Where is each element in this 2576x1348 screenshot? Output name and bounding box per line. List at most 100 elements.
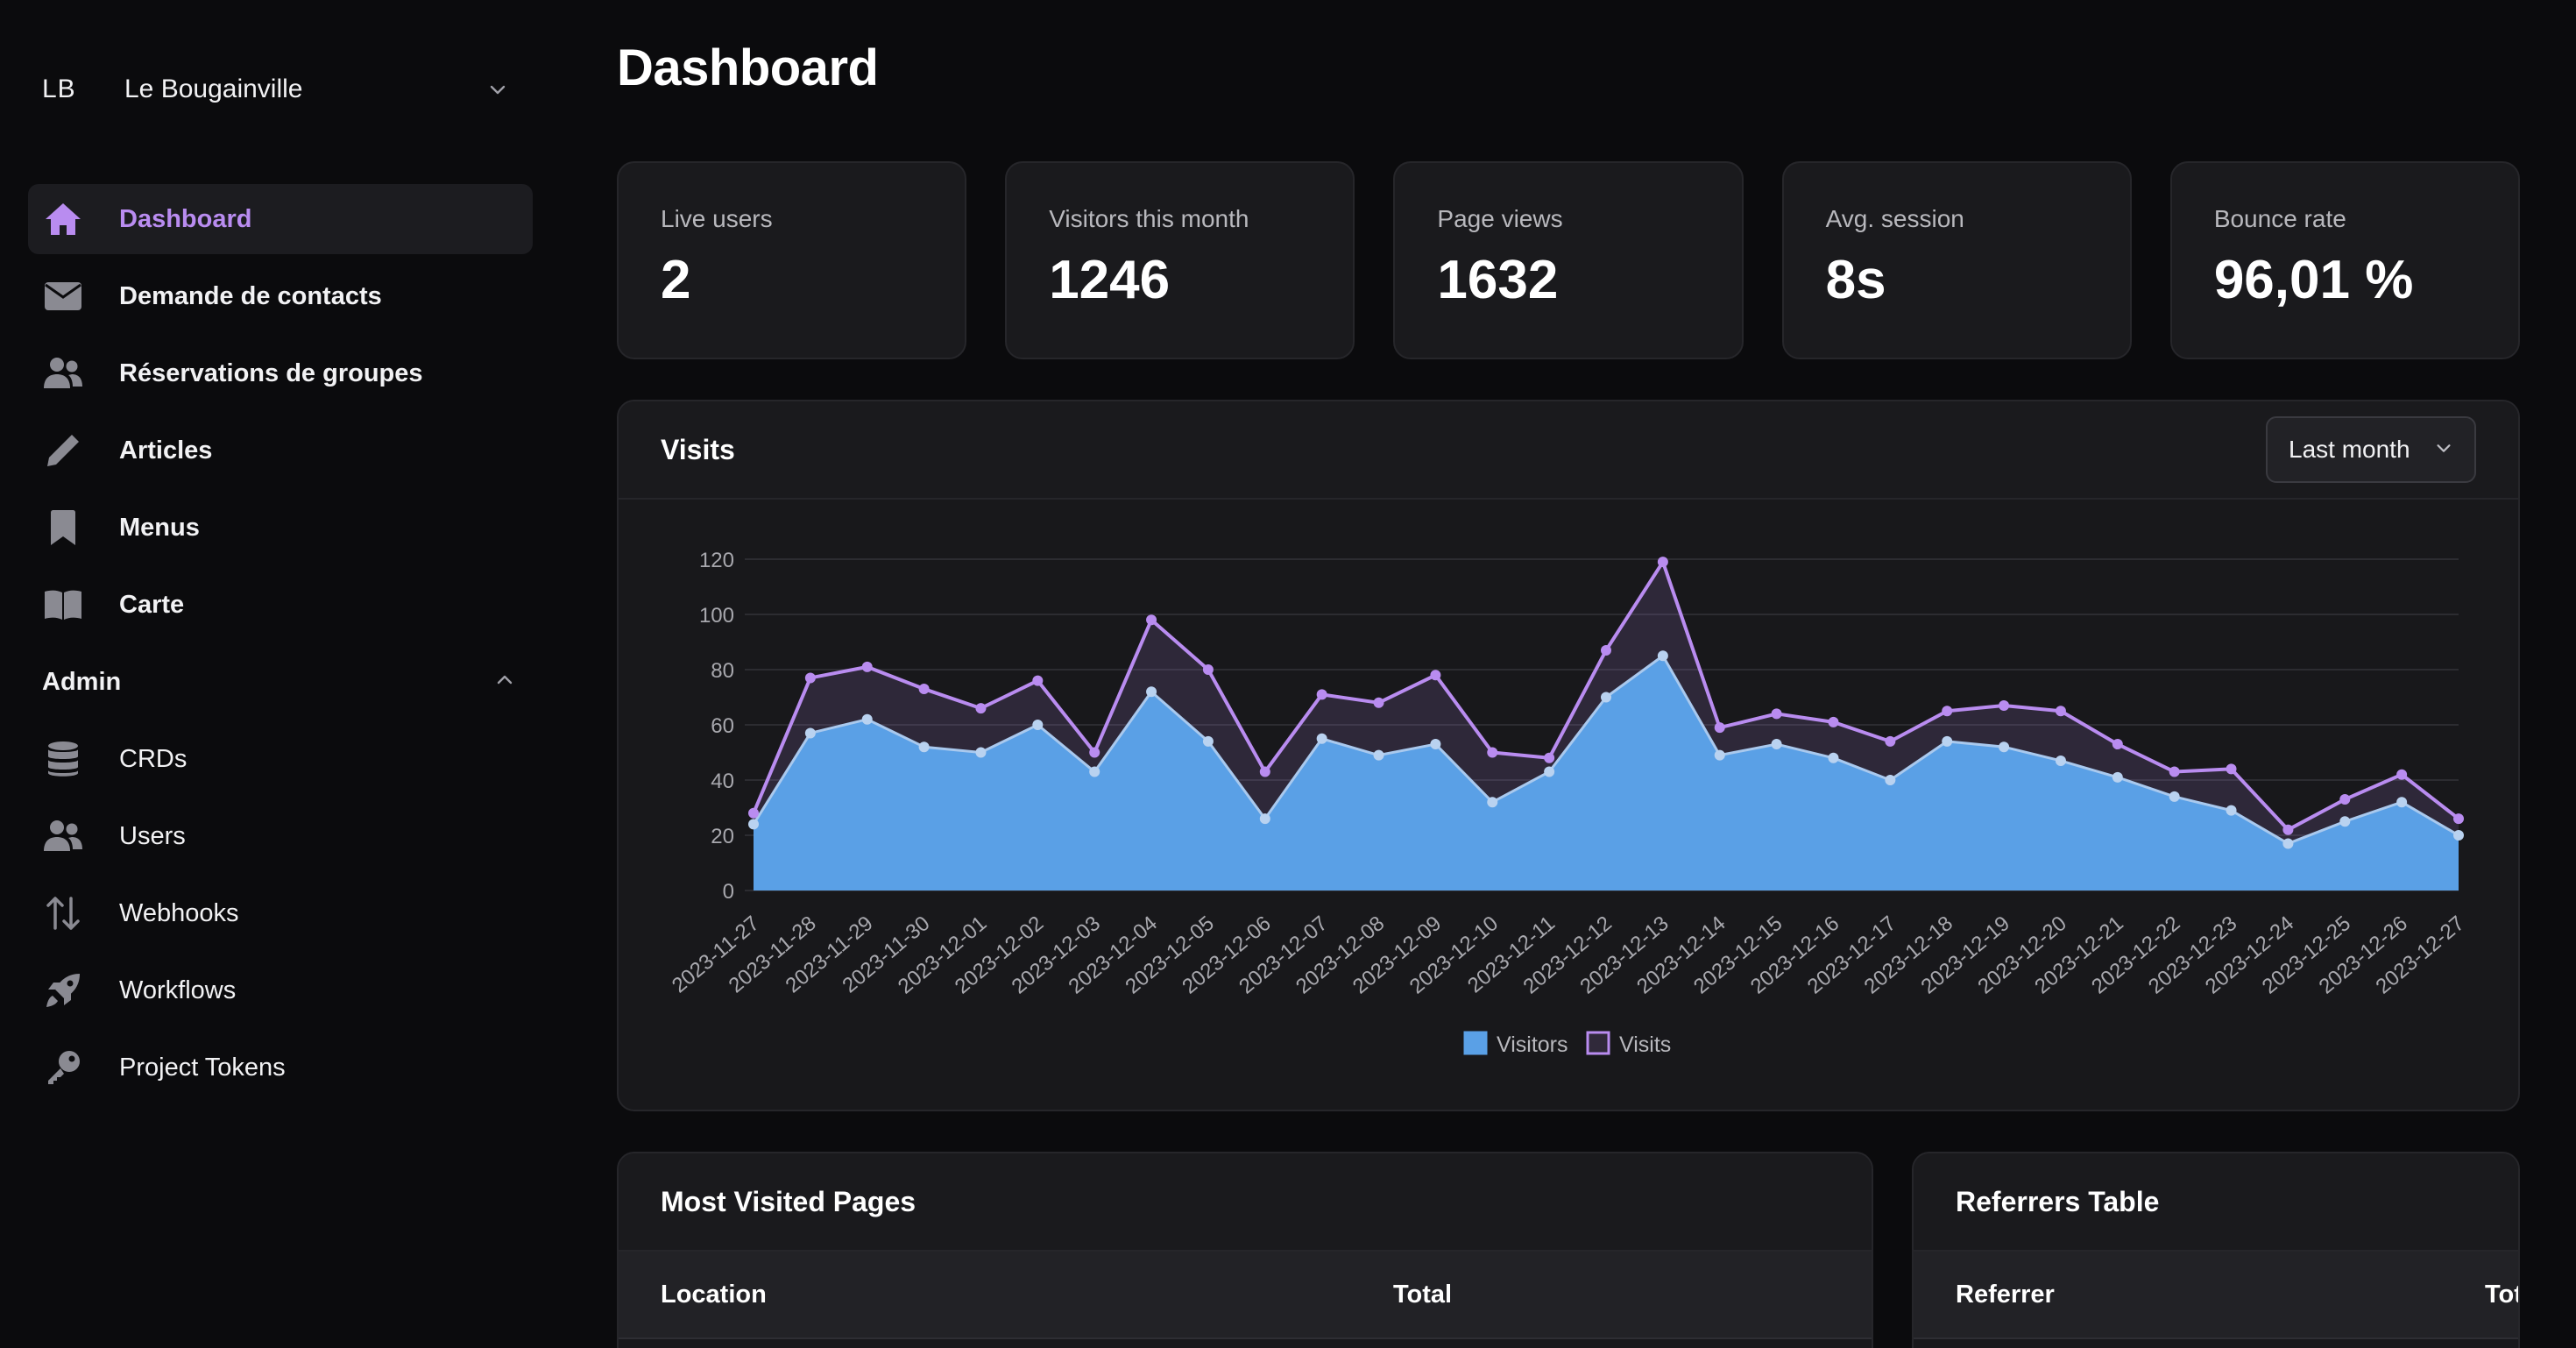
bookmark-icon: [42, 507, 84, 549]
visits-title: Visits: [661, 433, 735, 465]
visits-point: [1259, 766, 1270, 777]
page-title: Dashboard: [617, 39, 879, 96]
stat-value: 1632: [1437, 250, 1559, 310]
visitors-point: [1942, 735, 1953, 747]
workspace-switcher[interactable]: LB Le Bougainville: [42, 54, 515, 124]
sidebar-item-label: CRDs: [119, 744, 188, 773]
visitors-point: [2282, 838, 2294, 849]
sidebar-item-label: Project Tokens: [119, 1053, 286, 1082]
stat-card-bounce-rate: Bounce rate 96,01 %: [2169, 161, 2521, 359]
sidebar-item-crds[interactable]: CRDs: [28, 724, 533, 794]
visits-point: [1771, 708, 1782, 720]
admin-section-toggle[interactable]: Admin: [28, 647, 533, 717]
book-open-icon: [42, 584, 84, 626]
sidebar-item-project-tokens[interactable]: Project Tokens: [28, 1032, 533, 1103]
visits-point: [804, 672, 816, 684]
pen-icon: [42, 429, 84, 472]
column-header-total[interactable]: Total: [2485, 1280, 2518, 1309]
visitors-point: [1316, 733, 1327, 744]
visits-point: [1601, 644, 1611, 656]
sidebar-item-label: Carte: [119, 590, 185, 619]
visitors-point: [2339, 816, 2351, 827]
range-select[interactable]: Last month: [2266, 416, 2476, 483]
column-header-location[interactable]: Location: [661, 1280, 767, 1309]
visitors-point: [1032, 720, 1044, 730]
visitors-point: [1601, 692, 1611, 703]
y-tick-label: 40: [711, 770, 734, 793]
visits-point: [1714, 722, 1725, 734]
visitors-point: [1828, 752, 1839, 763]
y-tick-label: 20: [711, 825, 734, 848]
workspace-name: Le Bougainville: [124, 74, 303, 103]
y-tick-label: 120: [699, 549, 734, 572]
sidebar-item-users[interactable]: Users: [28, 801, 533, 871]
visitors-point: [2226, 805, 2237, 816]
visitors-point: [1430, 739, 1441, 750]
sidebar-item-label: Workflows: [119, 976, 237, 1004]
y-tick-label: 60: [711, 714, 734, 738]
legend-label: Visitors: [1497, 1032, 1568, 1057]
stat-value: 1246: [1049, 250, 1171, 310]
sidebar-item-reservations-de-groupes[interactable]: Réservations de groupes: [28, 338, 533, 408]
stat-card-avg-session: Avg. session 8s: [1781, 161, 2132, 359]
visits-point: [861, 661, 873, 672]
sidebar-item-demande-de-contacts[interactable]: Demande de contacts: [28, 261, 533, 331]
legend-swatch: [1586, 1031, 1610, 1055]
visitors-point: [2112, 771, 2123, 783]
stat-label: Live users: [661, 205, 773, 232]
stat-label: Avg. session: [1825, 205, 1964, 232]
visits-point: [2339, 794, 2351, 805]
envelope-icon: [42, 275, 84, 317]
visitors-point: [2453, 830, 2464, 841]
chevron-down-icon: [2434, 436, 2453, 464]
most-visited-title: Most Visited Pages: [661, 1185, 916, 1217]
users-icon: [42, 352, 84, 394]
visits-panel-header: Visits Last month: [619, 401, 2518, 500]
sidebar-item-label: Réservations de groupes: [119, 358, 423, 387]
visits-point: [1885, 735, 1896, 747]
legend-label: Visits: [1619, 1032, 1671, 1057]
sidebar-item-webhooks[interactable]: Webhooks: [28, 878, 533, 948]
users-icon: [42, 815, 84, 857]
visits-point: [2396, 769, 2408, 780]
visitors-point: [1885, 775, 1896, 785]
visits-point: [2112, 739, 2123, 750]
rocket-icon: [42, 969, 84, 1011]
sidebar-item-dashboard[interactable]: Dashboard: [28, 184, 533, 254]
visitors-point: [1202, 735, 1214, 747]
sidebar-item-label: Articles: [119, 436, 213, 465]
admin-section-label: Admin: [42, 667, 122, 696]
visitors-point: [1544, 766, 1555, 777]
visits-point: [748, 807, 759, 819]
sidebar-item-label: Webhooks: [119, 898, 239, 927]
visits-point: [1657, 557, 1668, 568]
stat-label: Bounce rate: [2213, 205, 2346, 232]
referrers-table-panel: Referrers Table Referrer Total: [1912, 1152, 2520, 1348]
chevron-down-icon: [480, 72, 515, 107]
sidebar-item-label: Demande de contacts: [119, 281, 382, 310]
key-icon: [42, 1046, 84, 1089]
column-header-referrer[interactable]: Referrer: [1956, 1280, 2055, 1309]
visits-point: [1089, 747, 1100, 758]
most-visited-header: Most Visited Pages: [619, 1153, 1872, 1252]
column-header-total[interactable]: Total: [1393, 1280, 1453, 1309]
sidebar-item-workflows[interactable]: Workflows: [28, 955, 533, 1025]
visits-point: [1544, 752, 1555, 763]
visits-point: [1999, 699, 2010, 711]
stats-row: Live users 2 Visitors this month 1246 Pa…: [617, 161, 2521, 359]
stat-label: Page views: [1437, 205, 1563, 232]
visitors-point: [2169, 791, 2180, 802]
range-select-value: Last month: [2289, 436, 2410, 463]
visits-point: [975, 703, 987, 714]
visitors-point: [975, 747, 987, 758]
database-icon: [42, 738, 84, 780]
visitors-point: [861, 713, 873, 725]
visits-point: [1828, 716, 1839, 727]
sidebar-item-articles[interactable]: Articles: [28, 415, 533, 486]
referrers-title: Referrers Table: [1956, 1185, 2160, 1217]
visits-point: [2055, 706, 2066, 717]
sidebar-item-menus[interactable]: Menus: [28, 493, 533, 563]
visits-chart: 0 20 40 60 80 100 120 2023-11-27 2023-11-28 2023-…: [619, 500, 2518, 1110]
sidebar-item-carte[interactable]: Carte: [28, 570, 533, 640]
visitors-point: [748, 819, 759, 830]
